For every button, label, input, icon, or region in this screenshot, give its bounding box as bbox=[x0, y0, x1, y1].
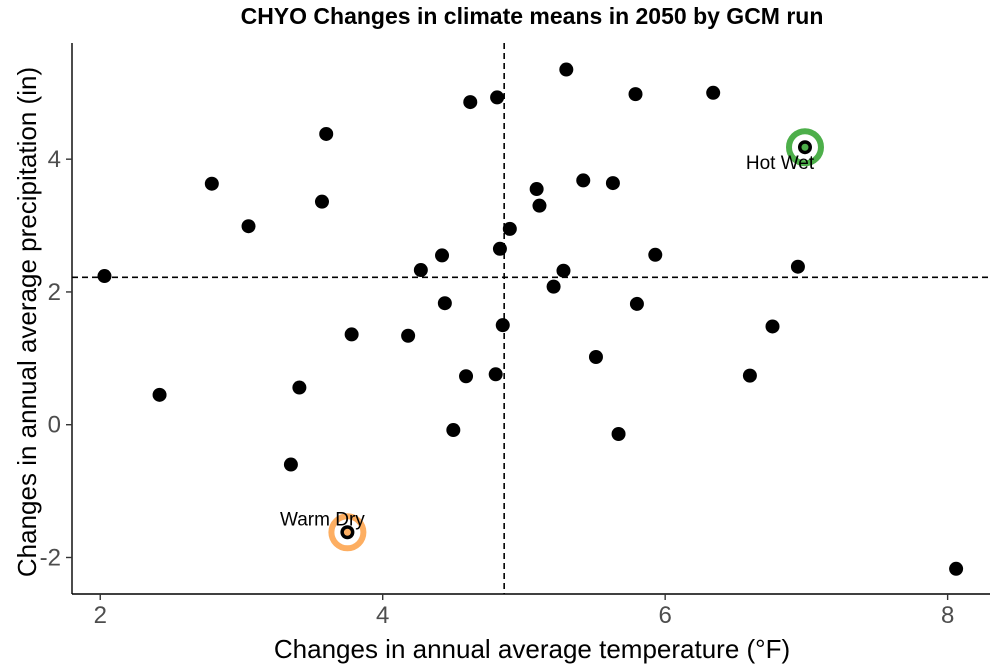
data-point bbox=[344, 327, 359, 342]
data-point bbox=[629, 296, 644, 311]
data-point bbox=[742, 368, 757, 383]
x-axis-label: Changes in annual average temperature (°… bbox=[274, 634, 790, 664]
data-point bbox=[648, 247, 663, 262]
data-point bbox=[611, 427, 626, 442]
data-point bbox=[490, 90, 505, 105]
highlight-ring bbox=[328, 513, 367, 552]
data-point bbox=[588, 350, 603, 365]
y-tick-label: 2 bbox=[48, 279, 61, 306]
data-point bbox=[413, 263, 428, 278]
data-point bbox=[488, 367, 503, 382]
x-tick-label: 4 bbox=[376, 602, 389, 629]
y-tick-label: 0 bbox=[48, 412, 61, 439]
data-point bbox=[97, 269, 112, 284]
data-point bbox=[706, 85, 721, 100]
data-point bbox=[204, 176, 219, 191]
data-point bbox=[546, 279, 561, 294]
highlight-center bbox=[343, 528, 351, 536]
highlight-ring bbox=[785, 128, 824, 167]
data-point bbox=[463, 95, 478, 110]
highlight-label: Warm Dry bbox=[280, 509, 365, 530]
data-point bbox=[790, 259, 805, 274]
data-point bbox=[437, 296, 452, 311]
data-point bbox=[292, 380, 307, 395]
data-point bbox=[502, 221, 517, 236]
data-point bbox=[949, 561, 964, 576]
data-point bbox=[556, 263, 571, 278]
data-point bbox=[495, 318, 510, 333]
data-point bbox=[241, 219, 256, 234]
y-axis-label: Changes in annual average precipitation … bbox=[12, 67, 42, 577]
plot-area: 2 4 6 8 -2 0 2 4 Hot Wet Warm Dry bbox=[40, 43, 990, 629]
data-point bbox=[628, 87, 643, 102]
data-point bbox=[319, 126, 334, 141]
y-tick-label: 4 bbox=[48, 146, 61, 173]
chart-title: CHYO Changes in climate means in 2050 by… bbox=[241, 3, 824, 29]
data-point bbox=[605, 176, 620, 191]
x-tick-label: 2 bbox=[94, 602, 107, 629]
data-point bbox=[532, 198, 547, 213]
data-point bbox=[314, 194, 329, 209]
data-point bbox=[529, 182, 544, 197]
x-tick-label: 8 bbox=[941, 602, 954, 629]
data-point bbox=[401, 328, 416, 343]
highlight-label: Hot Wet bbox=[746, 153, 815, 174]
data-point bbox=[446, 423, 461, 438]
data-point bbox=[559, 62, 574, 77]
data-point bbox=[459, 369, 474, 384]
data-point bbox=[152, 387, 167, 402]
x-tick-label: 6 bbox=[658, 602, 671, 629]
y-tick-label: -2 bbox=[40, 544, 61, 571]
data-point bbox=[435, 248, 450, 263]
data-point bbox=[283, 457, 298, 472]
highlight-center bbox=[801, 143, 809, 151]
data-point bbox=[492, 241, 507, 256]
data-point bbox=[765, 319, 780, 334]
data-point bbox=[576, 173, 591, 188]
